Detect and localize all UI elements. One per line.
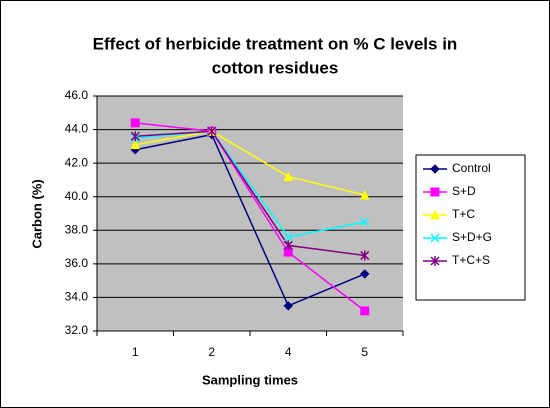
marker bbox=[283, 171, 294, 182]
legend-label: Control bbox=[452, 161, 491, 175]
y-tick-label: 38.0 bbox=[65, 222, 89, 236]
x-tick-label: 4 bbox=[285, 345, 292, 359]
chart-title: Effect of herbicide treatment on % C lev… bbox=[93, 34, 458, 53]
series-line bbox=[135, 130, 365, 257]
y-tick-label: 44.0 bbox=[65, 122, 89, 136]
marker bbox=[283, 232, 293, 242]
marker bbox=[207, 126, 217, 137]
x-tick-label: 5 bbox=[361, 345, 368, 359]
legend-label: T+C+S bbox=[452, 253, 490, 267]
legend-label: S+D+G bbox=[452, 230, 492, 244]
series-line bbox=[135, 130, 365, 238]
marker bbox=[130, 118, 140, 128]
legend-marker bbox=[430, 209, 440, 220]
x-axis-title: Sampling times bbox=[202, 372, 298, 387]
marker bbox=[360, 250, 370, 261]
series-line bbox=[135, 130, 365, 196]
y-tick-label: 42.0 bbox=[65, 155, 89, 169]
y-tick-label: 36.0 bbox=[65, 256, 89, 270]
marker bbox=[283, 240, 293, 251]
legend-marker bbox=[430, 233, 440, 243]
marker bbox=[360, 217, 370, 227]
marker bbox=[283, 301, 293, 311]
legend-marker bbox=[430, 187, 440, 197]
marker bbox=[360, 269, 370, 279]
y-tick-label: 40.0 bbox=[65, 189, 89, 203]
marker bbox=[130, 131, 140, 142]
y-axis-title: Carbon (%) bbox=[29, 179, 44, 248]
marker bbox=[130, 139, 141, 150]
marker bbox=[360, 306, 370, 316]
y-tick-label: 46.0 bbox=[65, 88, 89, 102]
marker bbox=[359, 189, 370, 200]
y-tick-label: 32.0 bbox=[65, 323, 89, 337]
legend-marker bbox=[430, 164, 440, 174]
x-tick-label: 2 bbox=[208, 345, 215, 359]
legend-label: S+D bbox=[452, 184, 476, 198]
x-tick-label: 1 bbox=[132, 345, 139, 359]
plot-area bbox=[97, 96, 403, 331]
series-line bbox=[135, 122, 366, 312]
series-line bbox=[135, 133, 366, 307]
legend-label: T+C bbox=[452, 207, 475, 221]
legend-box bbox=[415, 154, 526, 301]
legend-marker bbox=[430, 256, 440, 266]
y-tick-label: 34.0 bbox=[65, 290, 89, 304]
chart-title: cotton residues bbox=[212, 58, 339, 77]
